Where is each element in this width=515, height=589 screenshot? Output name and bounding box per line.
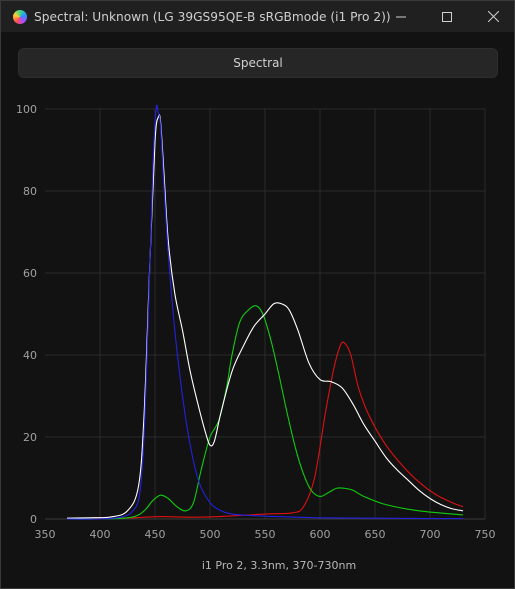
- y-tick-label: 60: [23, 267, 37, 280]
- x-tick-label: 500: [200, 528, 221, 541]
- minimize-icon: [396, 16, 406, 17]
- window-title: Spectral: Unknown (LG 39GS95QE-B sRGBmod…: [34, 9, 391, 24]
- title-bar[interactable]: Spectral: Unknown (LG 39GS95QE-B sRGBmod…: [1, 1, 514, 32]
- y-tick-label: 20: [23, 431, 37, 444]
- x-axis-label: i1 Pro 2, 3.3nm, 370-730nm: [202, 559, 356, 572]
- x-tick-label: 600: [310, 528, 331, 541]
- chart-series: [66, 104, 464, 520]
- chart-grid: [45, 108, 486, 520]
- spectral-chart: 350 400 450 500 550 600 650 700 750020406080100 …: [16, 103, 496, 572]
- x-tick-label: 400: [90, 528, 111, 541]
- x-tick-label: 650: [365, 528, 386, 541]
- series-line: [66, 305, 464, 520]
- spectral-button[interactable]: Spectral: [18, 48, 498, 78]
- x-tick-label: 350: [35, 528, 56, 541]
- chart-tick-labels: 350 400 450 500 550 600 650 700 750 0 20 40 60 80 100: [16, 103, 496, 541]
- y-tick-label: 80: [23, 185, 37, 198]
- maximize-button[interactable]: [424, 1, 470, 32]
- series-line: [66, 104, 464, 520]
- app-logo-icon: [13, 9, 27, 24]
- x-tick-label: 450: [145, 528, 166, 541]
- series-line: [66, 341, 464, 520]
- y-tick-label: 40: [23, 349, 37, 362]
- x-tick-label: 700: [420, 528, 441, 541]
- close-icon: [487, 11, 499, 22]
- x-tick-label: 550: [255, 528, 276, 541]
- y-tick-label: 100: [16, 103, 37, 116]
- y-tick-label: 0: [30, 513, 37, 526]
- minimize-button[interactable]: [378, 1, 424, 32]
- close-button[interactable]: [470, 1, 514, 32]
- maximize-icon: [442, 11, 452, 22]
- x-tick-label: 750: [475, 528, 496, 541]
